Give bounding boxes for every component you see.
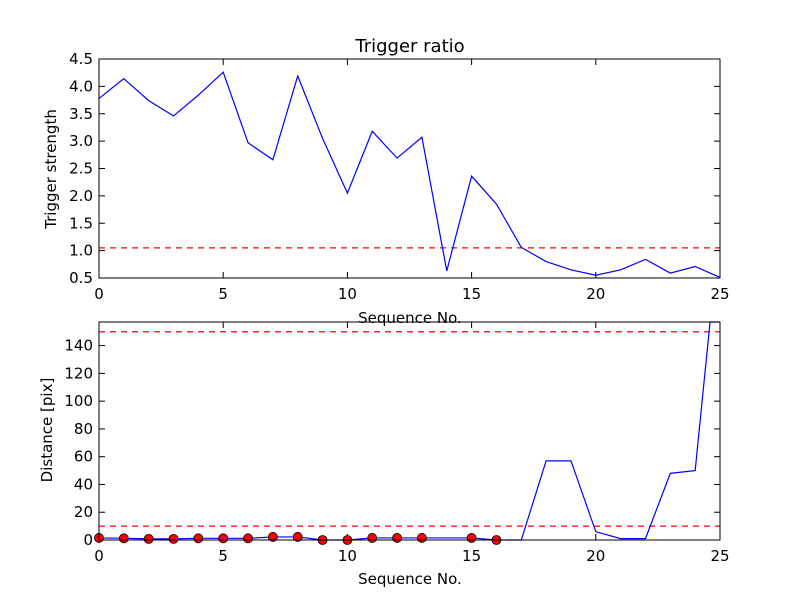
x-tick-label: 15: [462, 285, 481, 303]
data-point-marker: [218, 533, 229, 544]
y-tick-label: 3.0: [69, 132, 93, 150]
data-point-marker: [243, 533, 253, 544]
y-tick-label: 80: [74, 420, 93, 438]
x-tick-label: 20: [586, 285, 605, 303]
x-tick-label: 20: [586, 547, 605, 565]
x-tick-label: 25: [710, 285, 729, 303]
y-tick-label: 1.0: [69, 242, 93, 260]
x-tick-label: 5: [218, 285, 228, 303]
x-tick-label: 0: [94, 547, 104, 565]
x-tick-label: 5: [218, 547, 228, 565]
y-tick-label: 120: [64, 364, 93, 382]
x-tick-label: 10: [338, 547, 357, 565]
y-tick-label: 40: [74, 475, 93, 493]
y-tick-label: 2.0: [69, 187, 93, 205]
y-tick-label: 1.5: [69, 214, 93, 232]
threshold-lines: [99, 331, 720, 527]
y-tick-label: 2.5: [69, 160, 93, 178]
distance-panel: Sequence No. Distance [pix] 0 5 10 15 20 25 0 2…: [38, 321, 730, 588]
x-tick-label: 15: [462, 547, 481, 565]
x-tick-label: 0: [94, 285, 104, 303]
plot-frame: [98, 58, 721, 279]
y-tick-label: 4.5: [69, 50, 93, 68]
trigger-ratio-panel: Trigger ratio Sequence No. Trigger stren…: [42, 36, 730, 327]
y-axis-label: Trigger strength: [42, 109, 60, 230]
data-point-marker: [193, 533, 204, 544]
data-point-marker: [392, 533, 402, 543]
y-tick-label: 20: [74, 503, 93, 521]
series-group: [98, 71, 721, 278]
tick-group: 0 5 10 15 20 25 0.5 1.0 1.5 2.0 2.5 3.0 3.5 4.0 4.5: [69, 50, 729, 303]
tick-group: 0 5 10 15 20 25 0 20 40 60 80 100 120 140: [64, 322, 730, 565]
y-axis-label: Distance [pix]: [38, 378, 56, 483]
y-tick-label: 0: [83, 531, 93, 549]
data-point-marker: [168, 533, 179, 544]
data-point-marker: [267, 532, 278, 542]
y-tick-label: 60: [74, 448, 93, 466]
series-line: [98, 71, 721, 278]
x-axis-label: Sequence No.: [358, 309, 462, 327]
x-axis-label: Sequence No.: [358, 570, 462, 588]
x-tick-label: 10: [338, 285, 357, 303]
y-tick-label: 4.0: [69, 77, 93, 95]
x-tick-label: 25: [710, 547, 729, 565]
data-point-marker: [143, 533, 154, 544]
y-tick-label: 3.5: [69, 105, 93, 123]
data-point-marker: [417, 533, 427, 543]
data-point-marker: [367, 533, 378, 543]
chart-title: Trigger ratio: [354, 36, 464, 57]
y-tick-label: 100: [64, 392, 93, 410]
data-point-marker: [466, 533, 477, 543]
y-tick-label: 0.5: [69, 269, 93, 287]
data-point-marker: [292, 532, 303, 542]
data-point-marker: [118, 533, 129, 544]
plot-frame: [98, 321, 721, 541]
y-tick-label: 140: [64, 337, 93, 355]
